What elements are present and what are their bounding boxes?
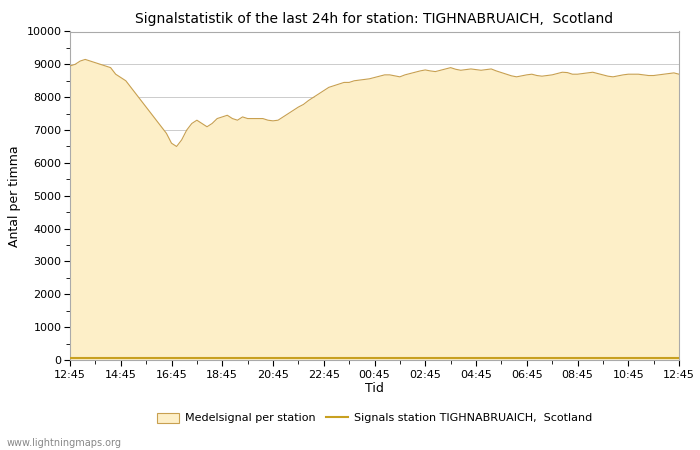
- Title: Signalstatistik of the last 24h for station: TIGHNABRUAICH,  Scotland: Signalstatistik of the last 24h for stat…: [135, 12, 614, 26]
- Text: www.lightningmaps.org: www.lightningmaps.org: [7, 438, 122, 448]
- Y-axis label: Antal per timma: Antal per timma: [8, 145, 21, 247]
- X-axis label: Tid: Tid: [365, 382, 384, 395]
- Legend: Medelsignal per station, Signals station TIGHNABRUAICH,  Scotland: Medelsignal per station, Signals station…: [153, 408, 596, 428]
